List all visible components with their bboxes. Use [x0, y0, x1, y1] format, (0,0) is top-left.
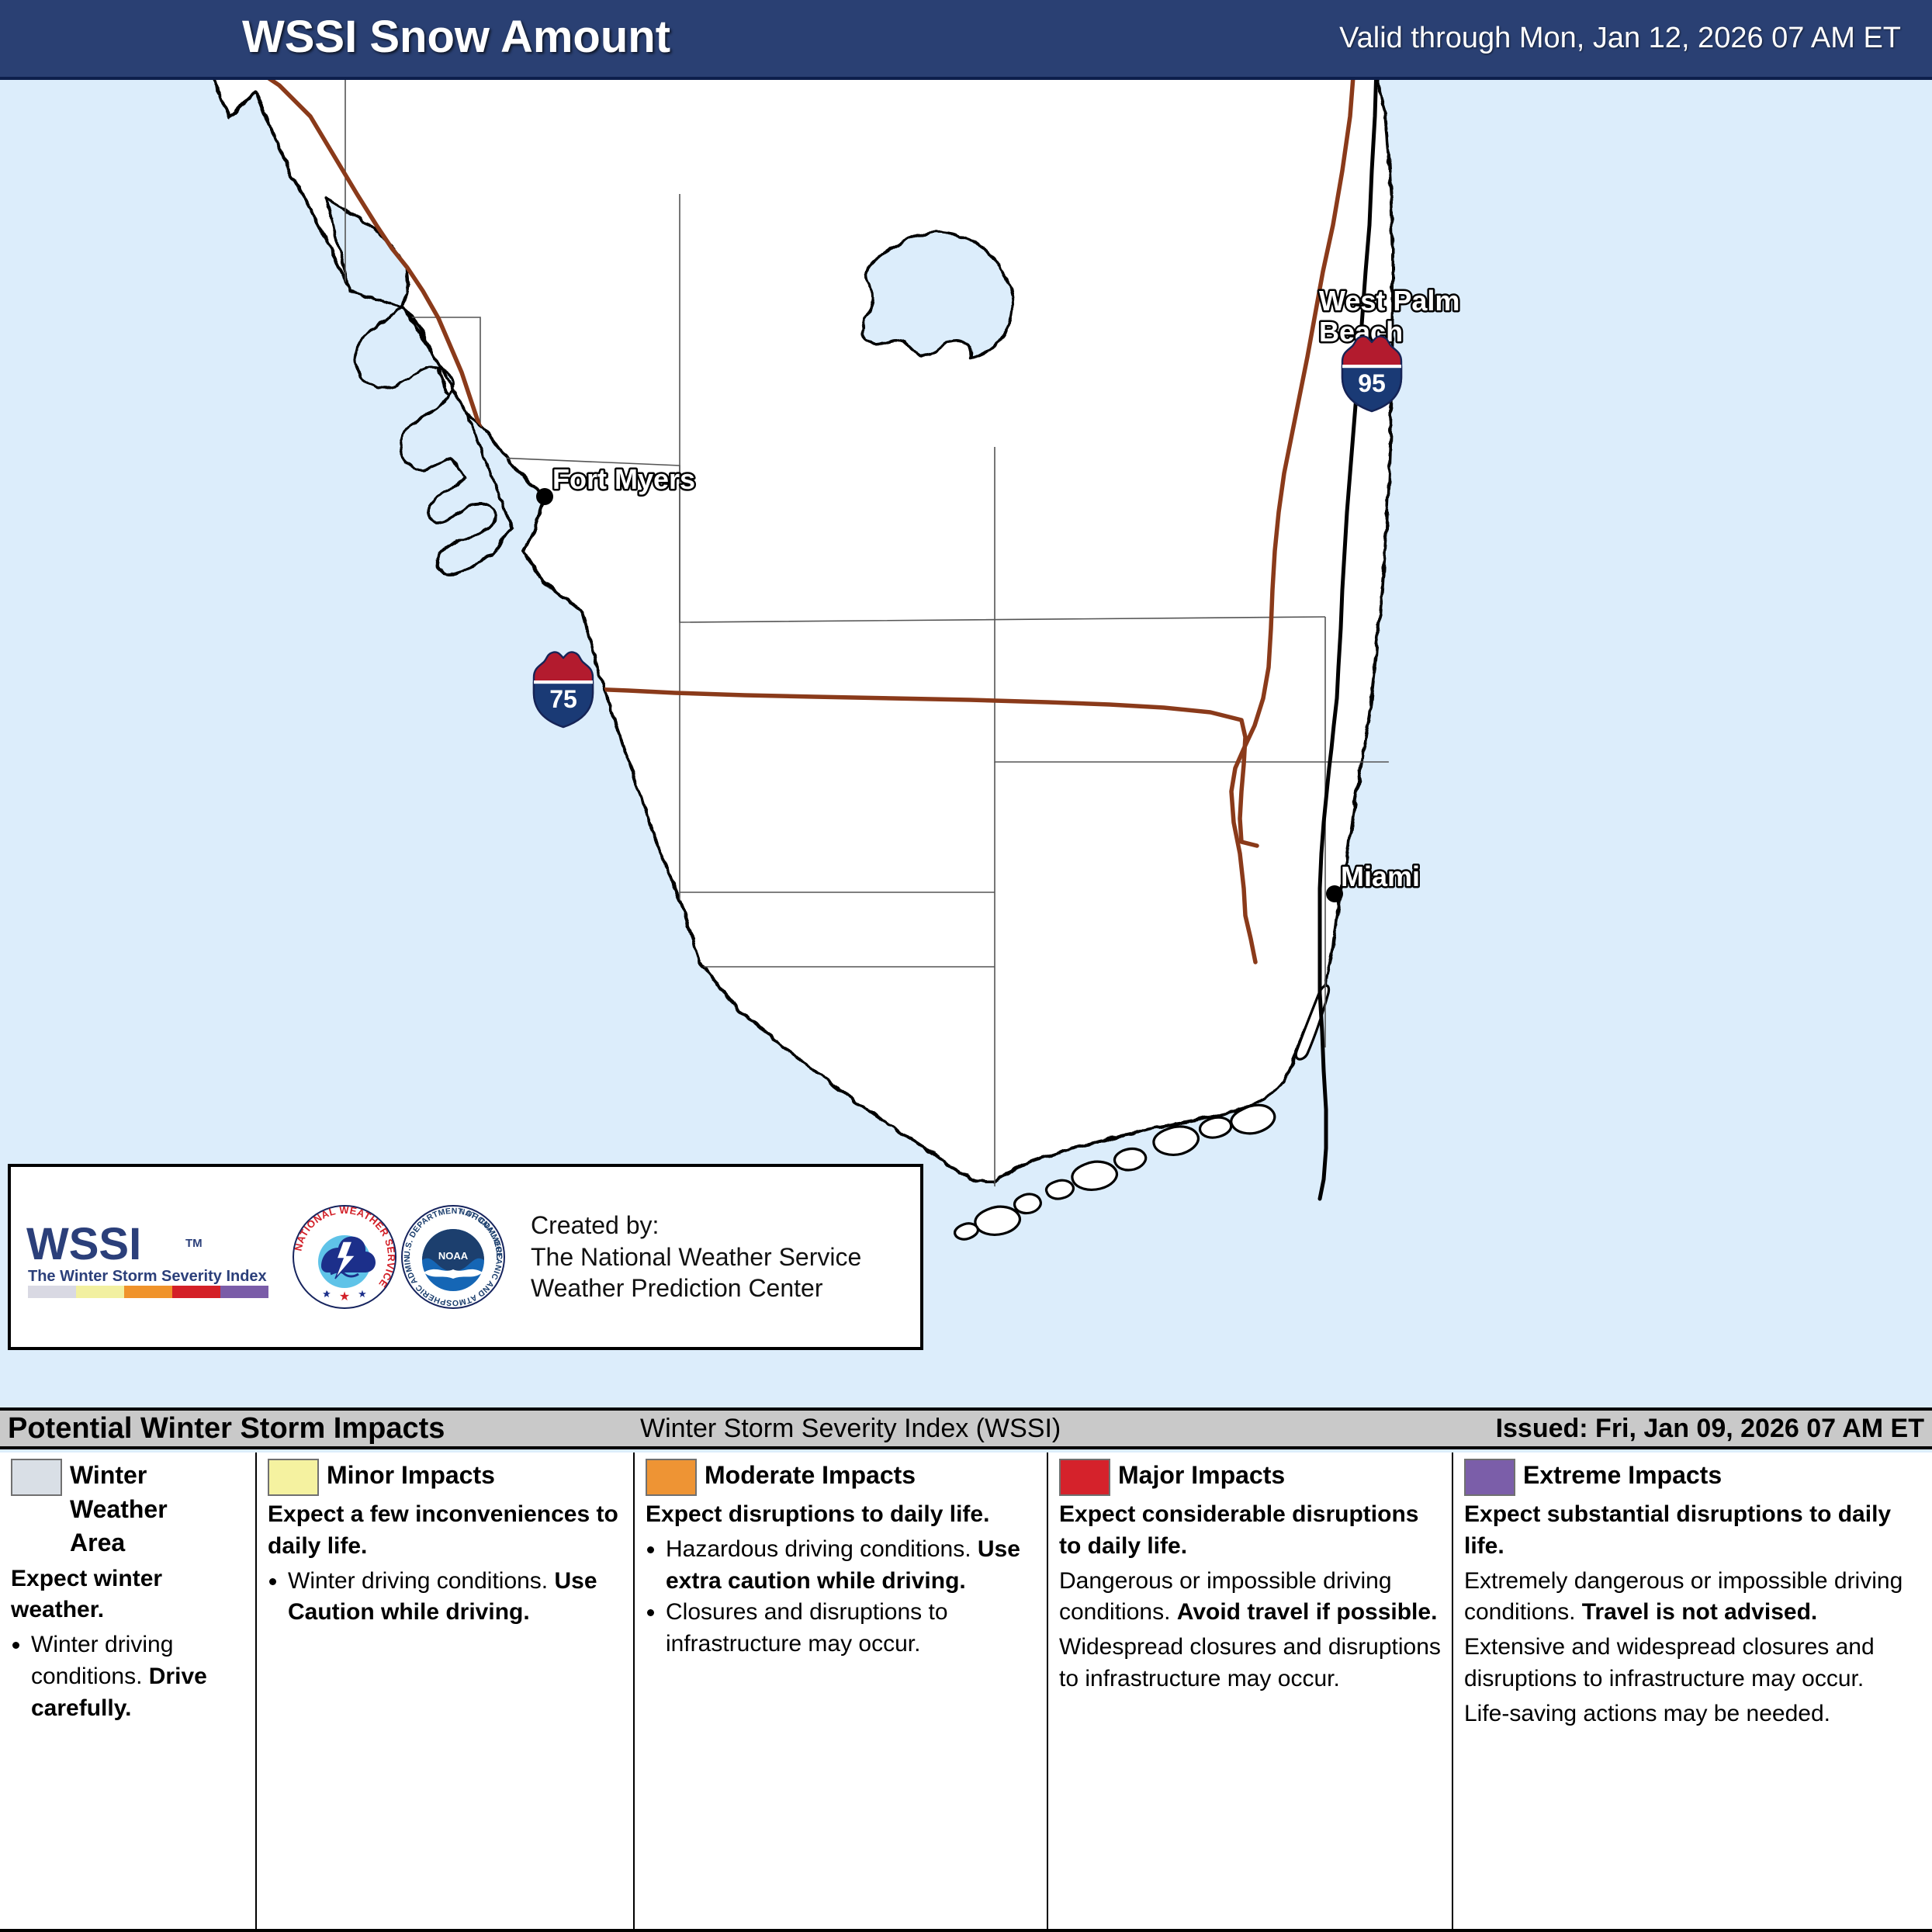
svg-text:West Palm: West Palm [1319, 285, 1459, 317]
svg-text:Miami: Miami [1341, 860, 1420, 892]
svg-text:★: ★ [339, 1290, 350, 1304]
svg-text:NOAA: NOAA [438, 1250, 469, 1262]
svg-text:TM: TM [185, 1237, 203, 1250]
svg-text:95: 95 [1358, 369, 1386, 397]
svg-text:★: ★ [358, 1288, 367, 1300]
svg-text:WSSI: WSSI [26, 1219, 141, 1269]
svg-text:The Winter Storm Severity Inde: The Winter Storm Severity Index [28, 1268, 267, 1285]
svg-text:Fort Myers: Fort Myers [552, 463, 695, 495]
svg-text:75: 75 [549, 685, 577, 713]
svg-text:★: ★ [322, 1288, 331, 1300]
